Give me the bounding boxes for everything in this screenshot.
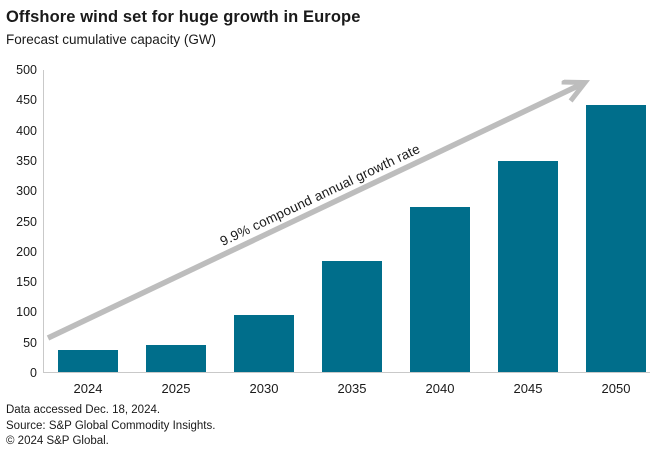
- y-tick-label: 50: [23, 335, 37, 350]
- y-tick-label: 300: [16, 184, 37, 199]
- x-tick-label: 2040: [425, 381, 455, 396]
- x-tick-label: 2050: [601, 381, 631, 396]
- x-tick-label: 2035: [337, 381, 367, 396]
- bar-2025: [146, 345, 206, 372]
- bar-2024: [58, 349, 118, 372]
- y-tick-label: 0: [30, 366, 37, 380]
- x-tick-label: 2024: [73, 381, 103, 396]
- y-tick-label: 400: [16, 123, 37, 138]
- footer-line-accessed: Data accessed Dec. 18, 2024.: [6, 404, 161, 416]
- x-tick-label: 2045: [513, 381, 543, 396]
- x-tick-label: 2025: [161, 381, 191, 396]
- y-tick-label: 350: [16, 153, 37, 168]
- bar-2035: [322, 260, 382, 372]
- footer-line-copyright: © 2024 S&P Global.: [6, 435, 109, 447]
- footer-line-source: Source: S&P Global Commodity Insights.: [6, 419, 216, 432]
- bar-2040: [410, 207, 470, 372]
- chart-subtitle: Forecast cumulative capacity (GW): [6, 32, 217, 47]
- chart-title: Offshore wind set for huge growth in Eur…: [6, 8, 361, 26]
- bar-2050: [586, 105, 646, 372]
- bar-2030: [234, 315, 294, 372]
- plot-area: 2024 2025 2030 2035 2040 2045 2050: [43, 70, 650, 396]
- y-tick-label: 150: [16, 275, 37, 290]
- x-tick-label: 2030: [249, 381, 279, 396]
- source-footer: Data accessed Dec. 18, 2024. Source: S&P…: [6, 403, 215, 450]
- y-tick-label: 200: [16, 244, 37, 259]
- y-tick-label: 100: [16, 305, 37, 320]
- bar-2045: [498, 160, 558, 372]
- y-tick-label: 500: [16, 63, 37, 77]
- y-tick-label: 250: [16, 214, 37, 229]
- y-tick-label: 450: [16, 93, 37, 108]
